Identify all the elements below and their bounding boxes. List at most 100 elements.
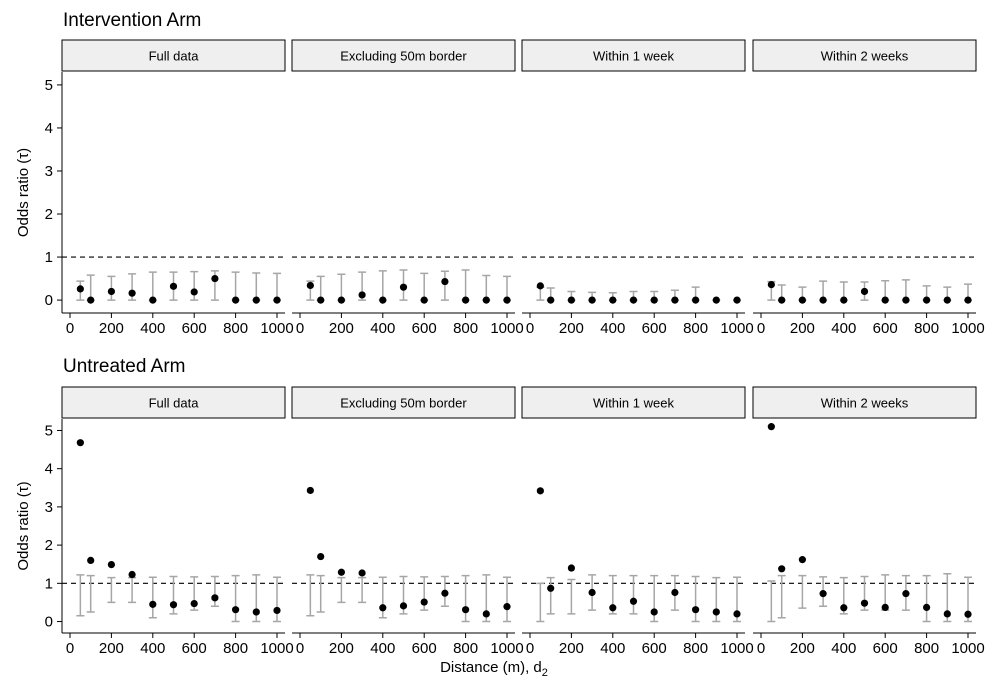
x-tick-label: 0 [757,640,765,657]
data-point [536,282,544,290]
x-tick-label: 0 [66,320,74,337]
x-tick-label: 400 [600,320,625,337]
x-tick-label: 1000 [720,640,753,657]
x-tick-label: 400 [831,640,856,657]
data-point [881,296,889,304]
data-point [462,606,470,614]
data-point [547,296,555,304]
data-point [482,296,490,304]
error-bar [629,574,638,615]
error-bar [777,574,786,619]
x-tick-label: 600 [182,320,207,337]
data-point [923,603,931,611]
data-point [692,296,700,304]
data-point [76,439,84,447]
data-point [609,296,617,304]
x-tick-label: 0 [66,640,74,657]
data-point [317,552,325,561]
data-point [778,296,786,304]
data-point [964,296,972,304]
x-tick-label: 400 [370,640,395,657]
data-point [190,599,198,608]
facet-strip-label: Within 2 weeks [821,49,909,64]
x-tick-label: 200 [559,320,584,337]
data-point [881,603,889,611]
data-point [840,604,848,612]
x-tick-label: 0 [296,320,304,337]
data-point [252,608,260,616]
data-point [860,599,869,607]
x-tick-label: 400 [600,640,625,657]
data-point [273,296,281,304]
data-point [671,296,679,304]
data-point [337,296,345,304]
data-point [902,296,910,304]
data-point [778,565,786,573]
facet-strip-label: Full data [149,49,200,64]
error-bar [273,576,281,623]
data-point [767,280,775,289]
error-bar [337,576,346,604]
error-bar [273,272,281,301]
x-tick-label: 800 [683,640,708,657]
data-point [252,296,260,304]
data-point [943,296,951,304]
error-bar [461,269,470,301]
error-bar [148,576,157,619]
y-tick-label: 1 [45,575,53,592]
error-bar [76,574,85,617]
data-point [650,608,658,616]
data-point [190,288,198,296]
facet-strip-label: Within 1 week [593,49,674,64]
x-tick-label: 800 [914,320,939,337]
data-point [692,606,700,614]
data-point [819,590,827,598]
data-point [306,486,314,495]
data-point [503,603,511,611]
error-bar [252,272,261,301]
data-point [273,606,281,615]
error-bar [86,574,95,613]
error-bar [536,582,545,623]
x-axis-title-main: Distance (m), d [440,659,542,676]
error-bar [231,574,240,623]
y-tick-label: 1 [45,249,53,266]
y-tick-label: 3 [45,163,53,180]
data-point [441,589,449,597]
error-bar [482,274,491,301]
panel-2-3: Within 1 week 0 200 400 600 800 1000 [521,386,754,657]
y-tick-label: 0 [45,292,53,309]
data-point [567,296,576,304]
x-tick-label: 400 [370,320,395,337]
error-bar [691,575,700,623]
x-tick-label: 800 [453,320,478,337]
y-tick-label: 2 [45,537,53,554]
panel-1-1: Full data 0 200 400 600 800 1000 [61,39,294,337]
error-bar [358,576,367,604]
error-bar [210,575,219,607]
error-bar [231,271,240,301]
data-point [379,604,387,612]
data-point [399,602,408,610]
x-tick-label: 400 [140,320,165,337]
x-tick-label: 200 [99,640,124,657]
row-1: Intervention Arm Odds ratio (τ) 0 1 2 3 4 5 Full… [15,10,985,337]
data-point [149,600,157,608]
data-point [87,556,95,564]
row-2: Untreated Arm Odds ratio (τ) 0 1 2 3 4 5 Full da… [15,356,985,657]
data-point [588,588,596,597]
facet-strip-label: Within 1 week [593,396,674,411]
x-tick-label: 600 [873,640,898,657]
facet-strip-label: Excluding 50m border [340,396,467,411]
panel-1-2: Excluding 50m border 0 200 400 600 800 1000 [291,39,524,337]
data-point [964,610,972,618]
data-point [462,296,470,304]
x-tick-label: 200 [790,640,815,657]
x-tick-label: 600 [182,640,207,657]
row-title: Untreated Arm [63,356,186,377]
data-point [923,296,931,304]
data-point [503,296,511,304]
data-point [629,296,638,304]
x-tick-label: 600 [412,320,437,337]
data-point [211,594,219,602]
